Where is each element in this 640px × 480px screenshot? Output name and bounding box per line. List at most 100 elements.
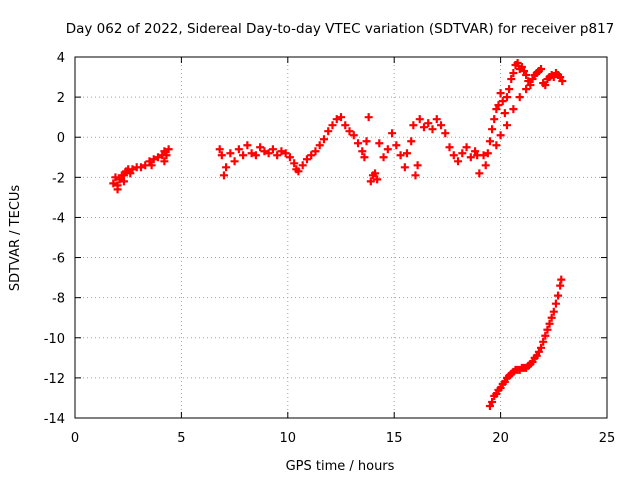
data-point [528, 75, 537, 84]
data-point [413, 161, 422, 170]
data-point [217, 151, 226, 160]
chart-title: Day 062 of 2022, Sidereal Day-to-day VTE… [66, 21, 615, 37]
data-point [432, 115, 441, 124]
y-tick-label: -4 [52, 211, 65, 226]
data-point [302, 155, 311, 164]
data-point [354, 139, 363, 148]
data-point [445, 143, 454, 152]
data-point [379, 153, 388, 162]
data-point [488, 125, 497, 134]
data-point [502, 93, 511, 102]
data-point [119, 177, 128, 186]
data-point [149, 155, 158, 164]
data-points [109, 59, 567, 410]
data-point [415, 115, 424, 124]
data-point [509, 69, 518, 78]
data-point [400, 163, 409, 172]
data-point [492, 105, 501, 114]
x-axis-label: GPS time / hours [286, 459, 395, 474]
data-point [375, 139, 384, 148]
data-point [541, 81, 550, 90]
data-point [319, 135, 328, 144]
data-point [539, 337, 548, 346]
data-point [551, 299, 560, 308]
data-point [294, 167, 303, 176]
data-point [160, 147, 169, 156]
data-point [371, 169, 380, 178]
data-point [396, 151, 405, 160]
data-point [545, 319, 554, 328]
data-point [449, 151, 458, 160]
data-point [324, 127, 333, 136]
data-point [243, 141, 252, 150]
data-point [454, 157, 463, 166]
data-point [526, 81, 535, 90]
data-point [522, 85, 531, 94]
data-point [458, 149, 467, 158]
data-point [496, 131, 505, 140]
data-point [388, 129, 397, 138]
data-point [492, 141, 501, 150]
data-point [215, 145, 224, 154]
data-point [311, 147, 320, 156]
data-point [462, 143, 471, 152]
data-point [345, 127, 354, 136]
data-point [364, 113, 373, 122]
data-point [492, 389, 501, 398]
data-point [494, 101, 503, 110]
data-point [222, 163, 231, 172]
y-tick-label: -12 [44, 372, 65, 387]
data-point [488, 397, 497, 406]
data-point [498, 97, 507, 106]
data-point [162, 151, 171, 160]
data-point [541, 331, 550, 340]
data-point [524, 77, 533, 86]
data-point [251, 151, 260, 160]
data-point [239, 151, 248, 160]
data-point [441, 129, 450, 138]
data-point [349, 131, 358, 140]
x-tick-label: 15 [386, 431, 403, 446]
data-point [145, 157, 154, 166]
data-point [520, 67, 529, 76]
data-point [485, 401, 494, 410]
data-point [500, 109, 509, 118]
data-point [500, 377, 509, 386]
data-point [558, 77, 567, 86]
data-point [285, 153, 294, 162]
data-point [136, 163, 145, 172]
data-point [537, 65, 546, 74]
data-point [507, 75, 516, 84]
data-point [424, 119, 433, 128]
y-tick-label: 4 [57, 51, 65, 66]
data-point [260, 147, 269, 156]
x-tick-label: 10 [280, 431, 297, 446]
data-point [328, 121, 337, 130]
data-point [502, 121, 511, 130]
data-point [534, 347, 543, 356]
data-point [485, 137, 494, 146]
data-point [513, 59, 522, 68]
data-point [115, 175, 124, 184]
data-point [556, 73, 565, 82]
data-point [360, 153, 369, 162]
data-point [419, 123, 428, 132]
data-point [247, 149, 256, 158]
data-point [543, 325, 552, 334]
data-point [471, 147, 480, 156]
data-point [298, 161, 307, 170]
data-point [281, 149, 290, 158]
data-point [362, 137, 371, 146]
x-tick-label: 20 [492, 431, 509, 446]
data-point [126, 169, 135, 178]
data-point [219, 171, 228, 180]
data-point [264, 149, 273, 158]
data-point [307, 151, 316, 160]
data-point [547, 313, 556, 322]
axis-ticks: 0 5 10 15 20 25 -14 -12 -10 -8 -6 -4 -2 0 2 4 [44, 51, 616, 446]
data-point [256, 143, 265, 152]
y-tick-label: -10 [44, 332, 65, 347]
data-point [164, 145, 173, 154]
data-point [147, 161, 156, 170]
data-point [409, 121, 418, 130]
